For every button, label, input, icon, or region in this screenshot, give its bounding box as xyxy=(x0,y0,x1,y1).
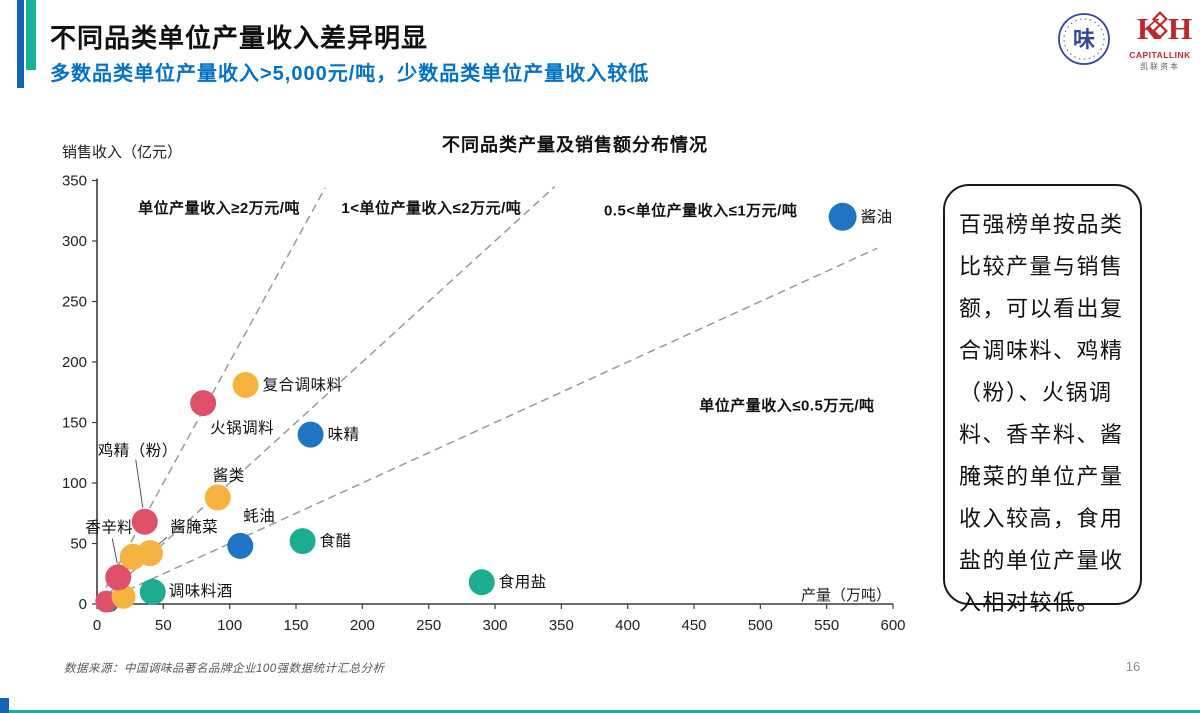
x-tick-label: 350 xyxy=(549,617,574,634)
guide-line xyxy=(100,185,556,601)
bottom-left-accent xyxy=(0,698,9,713)
scatter-chart: 0 50 100 150 200 250 300 350 400 450 500 550 600 0 50 1… xyxy=(62,173,906,635)
data-point-酱油 xyxy=(828,202,857,231)
x-tick-label: 300 xyxy=(482,617,507,634)
x-tick-label: 450 xyxy=(681,617,706,634)
data-point-label: 鸡精（粉） xyxy=(98,442,178,460)
x-tick-label: 50 xyxy=(155,617,172,634)
x-axis-title: 产量（万吨） xyxy=(801,587,892,604)
x-tick-label: 400 xyxy=(615,617,640,634)
svg-text:味: 味 xyxy=(1073,27,1095,52)
capitallink-monogram-icon: K H xyxy=(1137,11,1192,46)
x-tick-label: 0 xyxy=(93,617,101,634)
data-point-label: 食用盐 xyxy=(499,573,547,591)
x-tick-label: 500 xyxy=(748,617,773,634)
x-tick-label: 200 xyxy=(350,617,375,634)
chart-title: 不同品类产量及销售额分布情况 xyxy=(442,135,708,155)
y-tick-label: 200 xyxy=(62,354,87,371)
source-note: 数据来源：中国调味品著名品牌企业100强数据统计汇总分析 xyxy=(64,663,385,675)
y-tick-label: 350 xyxy=(62,173,87,190)
data-point-label: 蚝油 xyxy=(243,507,275,525)
title-accent-bar-teal xyxy=(26,0,36,70)
data-point-酱类 xyxy=(204,484,231,511)
title-accent-bar-blue xyxy=(17,0,24,88)
svg-text:H: H xyxy=(1168,11,1192,44)
page-title: 不同品类单位产量收入差异明显 xyxy=(50,23,429,53)
bottom-accent-line xyxy=(0,710,1200,713)
x-tick-label: 250 xyxy=(416,617,441,634)
zone-annotation: 0.5<单位产量收入≤1万元/吨 xyxy=(604,202,797,220)
data-point xyxy=(111,584,136,609)
data-point-蚝油 xyxy=(227,532,254,559)
capitallink-wordmark: CAPITALLINK xyxy=(1129,50,1191,60)
x-tick-label: 600 xyxy=(881,617,906,634)
zone-annotation: 单位产量收入≥2万元/吨 xyxy=(138,199,300,217)
data-point-label: 酱类 xyxy=(213,467,245,485)
data-point-label: 香辛料 xyxy=(85,518,133,536)
data-point-香辛料 xyxy=(105,564,132,591)
zone-annotation: 单位产量收入≤0.5万元/吨 xyxy=(699,396,874,414)
data-point-label: 调味料酒 xyxy=(169,582,233,600)
x-tick-label: 150 xyxy=(283,617,308,634)
y-tick-label: 100 xyxy=(62,475,87,492)
data-point-鸡精（粉） xyxy=(131,508,158,535)
data-point-食醋 xyxy=(289,528,316,555)
insight-note-box: 百强榜单按品类比较产量与销售额，可以看出复合调味料、鸡精（粉）、火锅调料、香辛料… xyxy=(943,184,1142,615)
capitallink-chinese-name: 凯联资本 xyxy=(1140,62,1180,71)
association-seal-icon: 味 xyxy=(1058,13,1110,65)
data-point-酱腌菜 xyxy=(137,540,164,567)
y-tick-label: 300 xyxy=(62,233,87,250)
x-tick-label: 550 xyxy=(814,617,839,634)
page-subtitle: 多数品类单位产量收入>5,000元/吨，少数品类单位产量收入较低 xyxy=(50,63,650,85)
data-point-label: 火锅调料 xyxy=(210,419,274,437)
zone-annotation: 1<单位产量收入≤2万元/吨 xyxy=(341,199,521,217)
y-tick-label: 50 xyxy=(70,536,87,553)
data-point-label: 复合调味料 xyxy=(263,376,343,394)
data-point-label: 食醋 xyxy=(320,532,352,550)
data-point-label: 酱腌菜 xyxy=(170,518,218,536)
x-tick-label: 100 xyxy=(217,617,242,634)
y-tick-label: 150 xyxy=(62,415,87,432)
data-point-食用盐 xyxy=(468,569,495,596)
data-point-火锅调料 xyxy=(190,390,217,417)
data-point-label: 酱油 xyxy=(861,208,893,226)
insight-note-text: 百强榜单按品类比较产量与销售额，可以看出复合调味料、鸡精（粉）、火锅调料、香辛料… xyxy=(959,212,1124,615)
y-tick-label: 250 xyxy=(62,294,87,311)
y-axis-title: 销售收入（亿元） xyxy=(62,144,183,161)
page-number: 16 xyxy=(1125,659,1141,674)
data-point-label: 味精 xyxy=(328,426,360,444)
capitallink-logo: K H CAPITALLINK 凯联资本 xyxy=(1126,10,1194,72)
guide-line xyxy=(103,247,878,602)
data-point-调味料酒 xyxy=(139,578,166,605)
label-leader-line xyxy=(135,459,144,508)
data-point-味精 xyxy=(297,421,324,448)
label-leader-line xyxy=(111,538,118,564)
y-tick-label: 0 xyxy=(79,596,87,613)
data-point-复合调味料 xyxy=(232,371,259,398)
